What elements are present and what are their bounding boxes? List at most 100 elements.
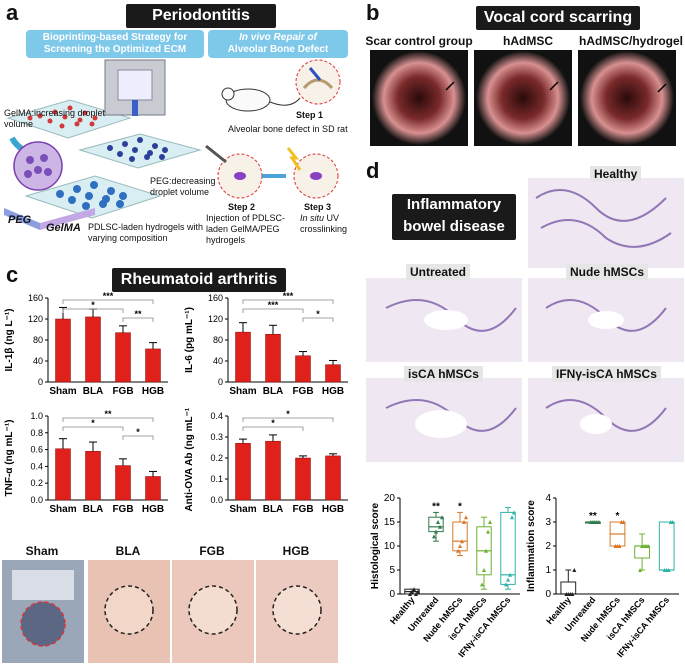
box — [500, 511, 516, 585]
data-point — [456, 548, 460, 553]
sig-label: * — [316, 309, 320, 319]
sig-bracket — [62, 417, 154, 422]
histo-label-untreated: Untreated — [406, 264, 471, 280]
data-point — [617, 544, 622, 548]
y-tick-label: 80 — [213, 335, 223, 345]
joint-label-hgb: HGB — [282, 544, 310, 558]
x-tick-label: FGB — [292, 386, 313, 397]
data-point — [434, 529, 438, 534]
y-tick-label: 0.1 — [210, 474, 223, 484]
data-point — [646, 544, 651, 548]
data-point — [572, 568, 577, 572]
sig-bracket — [302, 317, 334, 322]
sig-label: * — [286, 409, 290, 419]
bar — [85, 316, 101, 383]
sig-bracket — [242, 426, 304, 431]
invivo-line1: In vivo Repair of — [239, 32, 317, 43]
y-tick-label: 0 — [389, 589, 395, 600]
data-point — [408, 592, 412, 596]
bar — [325, 364, 341, 383]
data-point — [570, 592, 575, 596]
x-tick-label: HGB — [322, 386, 344, 397]
sig-label: * — [136, 427, 140, 437]
step3-text: In situ UV crosslinking — [300, 213, 360, 235]
gelma-axis-label: GelMA — [46, 222, 81, 234]
panel-a-letter: a — [6, 0, 19, 25]
sig-label: *** — [283, 291, 294, 301]
panel-a-invivo-pill: In vivo Repair of Alveolar Bone Defect — [208, 30, 348, 58]
y-axis-label: IL-6 (pg mL⁻¹) — [184, 307, 195, 373]
sig-bracket — [62, 299, 154, 304]
chart-tnfa: 0.0 0.2 0.4 0.6 0.8 1.0 TNF-α (ng mL⁻¹) Sham BLA… — [4, 409, 168, 515]
x-tick-label: FGB — [292, 504, 313, 515]
data-point — [458, 544, 462, 548]
y-tick-label: 0 — [218, 377, 223, 387]
invivo-line2: Alveolar Bone Defect — [227, 44, 329, 55]
data-point — [414, 592, 418, 596]
sig-label: ** — [432, 501, 440, 512]
panel-a-strategy-pill: Bioprinting-based Strategy for Screening… — [26, 30, 204, 58]
data-point — [486, 529, 490, 534]
x-tick-label: Sham — [229, 504, 256, 515]
y-tick-label: 160 — [208, 293, 223, 303]
sig-bracket — [62, 308, 124, 313]
sig-label: * — [91, 300, 95, 310]
bar — [235, 331, 251, 383]
peg-axis-bar — [4, 208, 40, 230]
sig-label: * — [458, 501, 462, 512]
data-point — [504, 582, 508, 587]
plate-bottom — [24, 175, 162, 219]
x-tick-label: Sham — [229, 386, 256, 397]
vocal-photos — [370, 50, 676, 146]
joint-label-sham: Sham — [25, 544, 59, 558]
sig-bracket — [122, 317, 154, 322]
histo-label-healthy: Healthy — [590, 166, 642, 182]
y-tick-label: 160 — [28, 293, 43, 303]
panel-c-letter: c — [6, 262, 19, 287]
step3-uv: UV crosslinking — [300, 213, 348, 234]
y-tick-label: 3 — [545, 517, 551, 528]
plate-top — [6, 99, 132, 139]
data-point — [412, 587, 416, 592]
bar — [145, 348, 161, 383]
panel-d-title: Inflammatory bowel disease — [392, 194, 516, 240]
y-tick-label: 0.0 — [30, 495, 43, 505]
y-tick-label: 0.6 — [30, 445, 43, 455]
x-tick-label: HGB — [322, 504, 344, 515]
histo-label-ifng: IFNγ-isCA hMSCs — [552, 366, 661, 382]
sig-label: ** — [589, 511, 597, 522]
x-tick-label: FGB — [112, 386, 133, 397]
data-point — [436, 520, 440, 524]
bar — [295, 355, 311, 383]
sig-bracket — [62, 426, 124, 431]
y-tick-label: 0.8 — [30, 428, 43, 438]
y-tick-label: 1.0 — [30, 411, 43, 421]
step3-insitu: In situ — [300, 213, 325, 223]
pdlsc-label: PDLSC-laden hydrogels with varying compo… — [88, 222, 204, 243]
data-point — [638, 568, 643, 572]
step2-title: Step 2 — [228, 202, 256, 212]
y-tick-label: 1 — [545, 565, 551, 576]
x-tick-label: HGB — [142, 504, 164, 515]
sig-bracket — [242, 299, 334, 304]
peg-label: PEG:decreasing droplet volume — [150, 176, 216, 197]
bar — [265, 440, 281, 501]
panel-b-letter: b — [366, 0, 380, 25]
x-tick-label: BLA — [263, 386, 284, 397]
histo-textures — [385, 189, 672, 438]
x-tick-label: Sham — [49, 504, 76, 515]
data-point — [512, 510, 516, 515]
bar — [55, 318, 71, 383]
box — [428, 516, 444, 533]
x-tick-label: HGB — [142, 386, 164, 397]
bar — [115, 465, 131, 501]
y-tick-label: 4 — [545, 493, 551, 504]
y-tick-label: 120 — [208, 314, 223, 324]
panel-a-title: Periodontitis — [126, 4, 276, 28]
peg-axis-label: PEG — [8, 214, 32, 226]
vocal-label-hadmsc: hAdMSC — [503, 34, 553, 48]
data-point — [482, 568, 486, 572]
bar — [325, 455, 341, 501]
